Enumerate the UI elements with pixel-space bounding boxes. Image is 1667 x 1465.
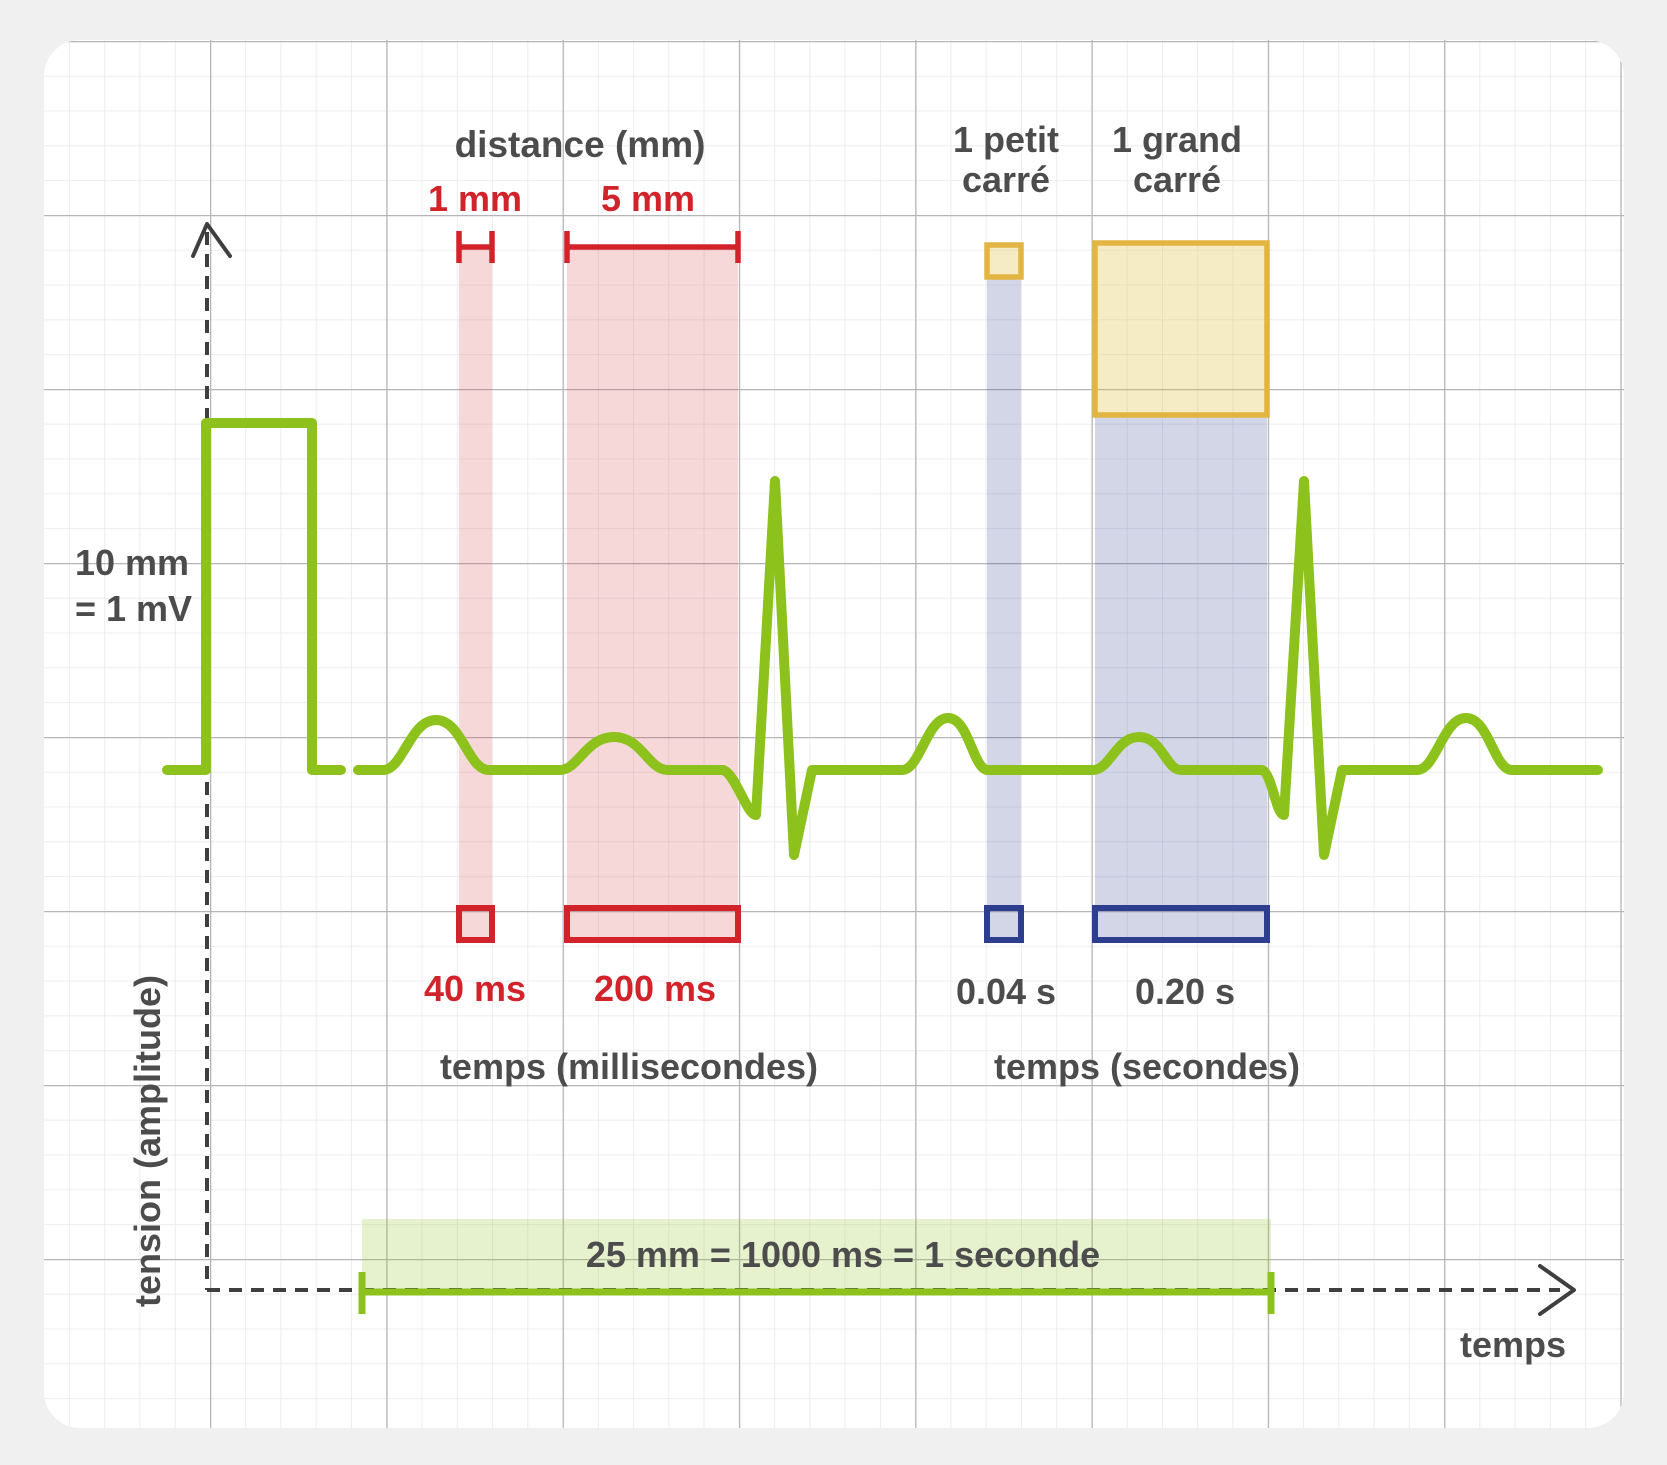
bracket-1mm	[456, 231, 495, 263]
y-axis-arrow-icon	[191, 222, 232, 258]
large-yellow-square	[1092, 240, 1270, 418]
label-1mm: 1 mm	[428, 178, 522, 219]
box-200ms	[564, 905, 741, 943]
label-grand-carre-line2: carré	[1133, 159, 1221, 200]
small-yellow-square	[984, 242, 1024, 280]
time-ms-axis-label: temps (millisecondes)	[440, 1046, 818, 1087]
box-004s	[984, 905, 1024, 943]
label-5mm: 5 mm	[601, 178, 695, 219]
ecg-trace	[353, 476, 1603, 860]
label-40ms: 40 ms	[424, 968, 526, 1009]
x-axis-arrow-icon	[1538, 1264, 1576, 1316]
band-grand-carre	[1095, 414, 1267, 940]
box-020s	[1092, 905, 1270, 943]
label-grand-carre-line1: 1 grand	[1112, 119, 1242, 160]
bracket-5mm	[564, 231, 741, 263]
ruler-label: 25 mm = 1000 ms = 1 seconde	[586, 1234, 1100, 1275]
label-020s: 0.20 s	[1135, 971, 1235, 1012]
calibration-label-line2: = 1 mV	[75, 588, 192, 629]
y-axis-label: tension (amplitude)	[127, 975, 168, 1307]
calibration-label-line1: 10 mm	[75, 542, 189, 583]
label-petit-carre-line2: carré	[962, 159, 1050, 200]
calibration-pulse-trace	[162, 418, 346, 775]
ruler-band	[362, 1219, 1271, 1290]
band-petit-carre	[987, 276, 1021, 940]
x-axis-label: temps	[1460, 1324, 1566, 1365]
band-5mm	[567, 248, 738, 940]
box-40ms	[456, 905, 495, 943]
distance-title: distance (mm)	[455, 124, 706, 165]
label-200ms: 200 ms	[594, 968, 716, 1009]
band-1mm	[459, 248, 492, 940]
label-004s: 0.04 s	[956, 971, 1056, 1012]
label-petit-carre-line1: 1 petit	[953, 119, 1059, 160]
time-s-axis-label: temps (secondes)	[994, 1046, 1300, 1087]
